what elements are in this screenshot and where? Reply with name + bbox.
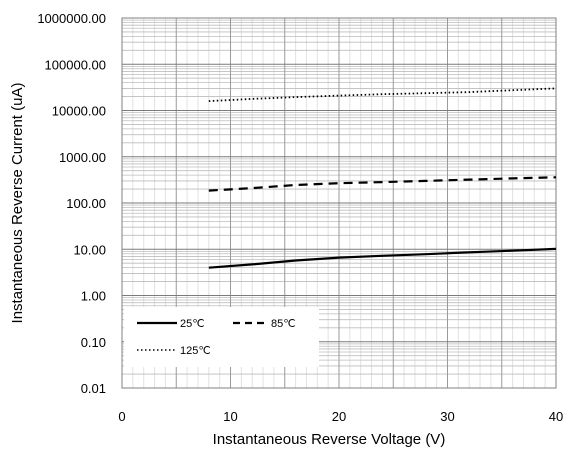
legend: 25℃ 85℃ 125℃ bbox=[124, 307, 319, 367]
x-tick-label: 20 bbox=[332, 409, 346, 424]
x-tick-labels: 0 10 20 30 40 bbox=[118, 409, 563, 424]
legend-label-3: 125℃ bbox=[180, 345, 211, 357]
legend-label-1: 25℃ bbox=[180, 318, 205, 330]
x-axis-title: Instantaneous Reverse Voltage (V) bbox=[213, 431, 446, 448]
y-tick-label: 0.10 bbox=[81, 335, 106, 350]
legend-label-2: 85℃ bbox=[271, 318, 296, 330]
x-tick-label: 30 bbox=[440, 409, 454, 424]
y-tick-label: 100000.00 bbox=[45, 57, 106, 72]
y-tick-label: 1000.00 bbox=[59, 150, 106, 165]
y-tick-label: 10000.00 bbox=[52, 104, 106, 119]
y-tick-label: 1000000.00 bbox=[37, 11, 106, 26]
y-axis-title: Instantaneous Reverse Current (uA) bbox=[9, 83, 26, 324]
series-layer bbox=[208, 87, 557, 269]
x-tick-label: 40 bbox=[549, 409, 563, 424]
y-tick-label: 1.00 bbox=[81, 289, 106, 304]
y-tick-label: 10.00 bbox=[73, 242, 106, 257]
series-line-2 bbox=[208, 176, 557, 192]
x-tick-label: 10 bbox=[223, 409, 237, 424]
x-tick-label: 0 bbox=[118, 409, 125, 424]
plot-frame bbox=[121, 17, 557, 389]
y-tick-labels: 0.01 0.10 1.00 10.00 100.00 1000.00 10000.00 10… bbox=[37, 11, 106, 396]
y-tick-label: 0.01 bbox=[81, 381, 106, 396]
series-line-1 bbox=[208, 247, 557, 269]
y-tick-label: 100.00 bbox=[66, 196, 106, 211]
legend-box bbox=[124, 307, 319, 367]
